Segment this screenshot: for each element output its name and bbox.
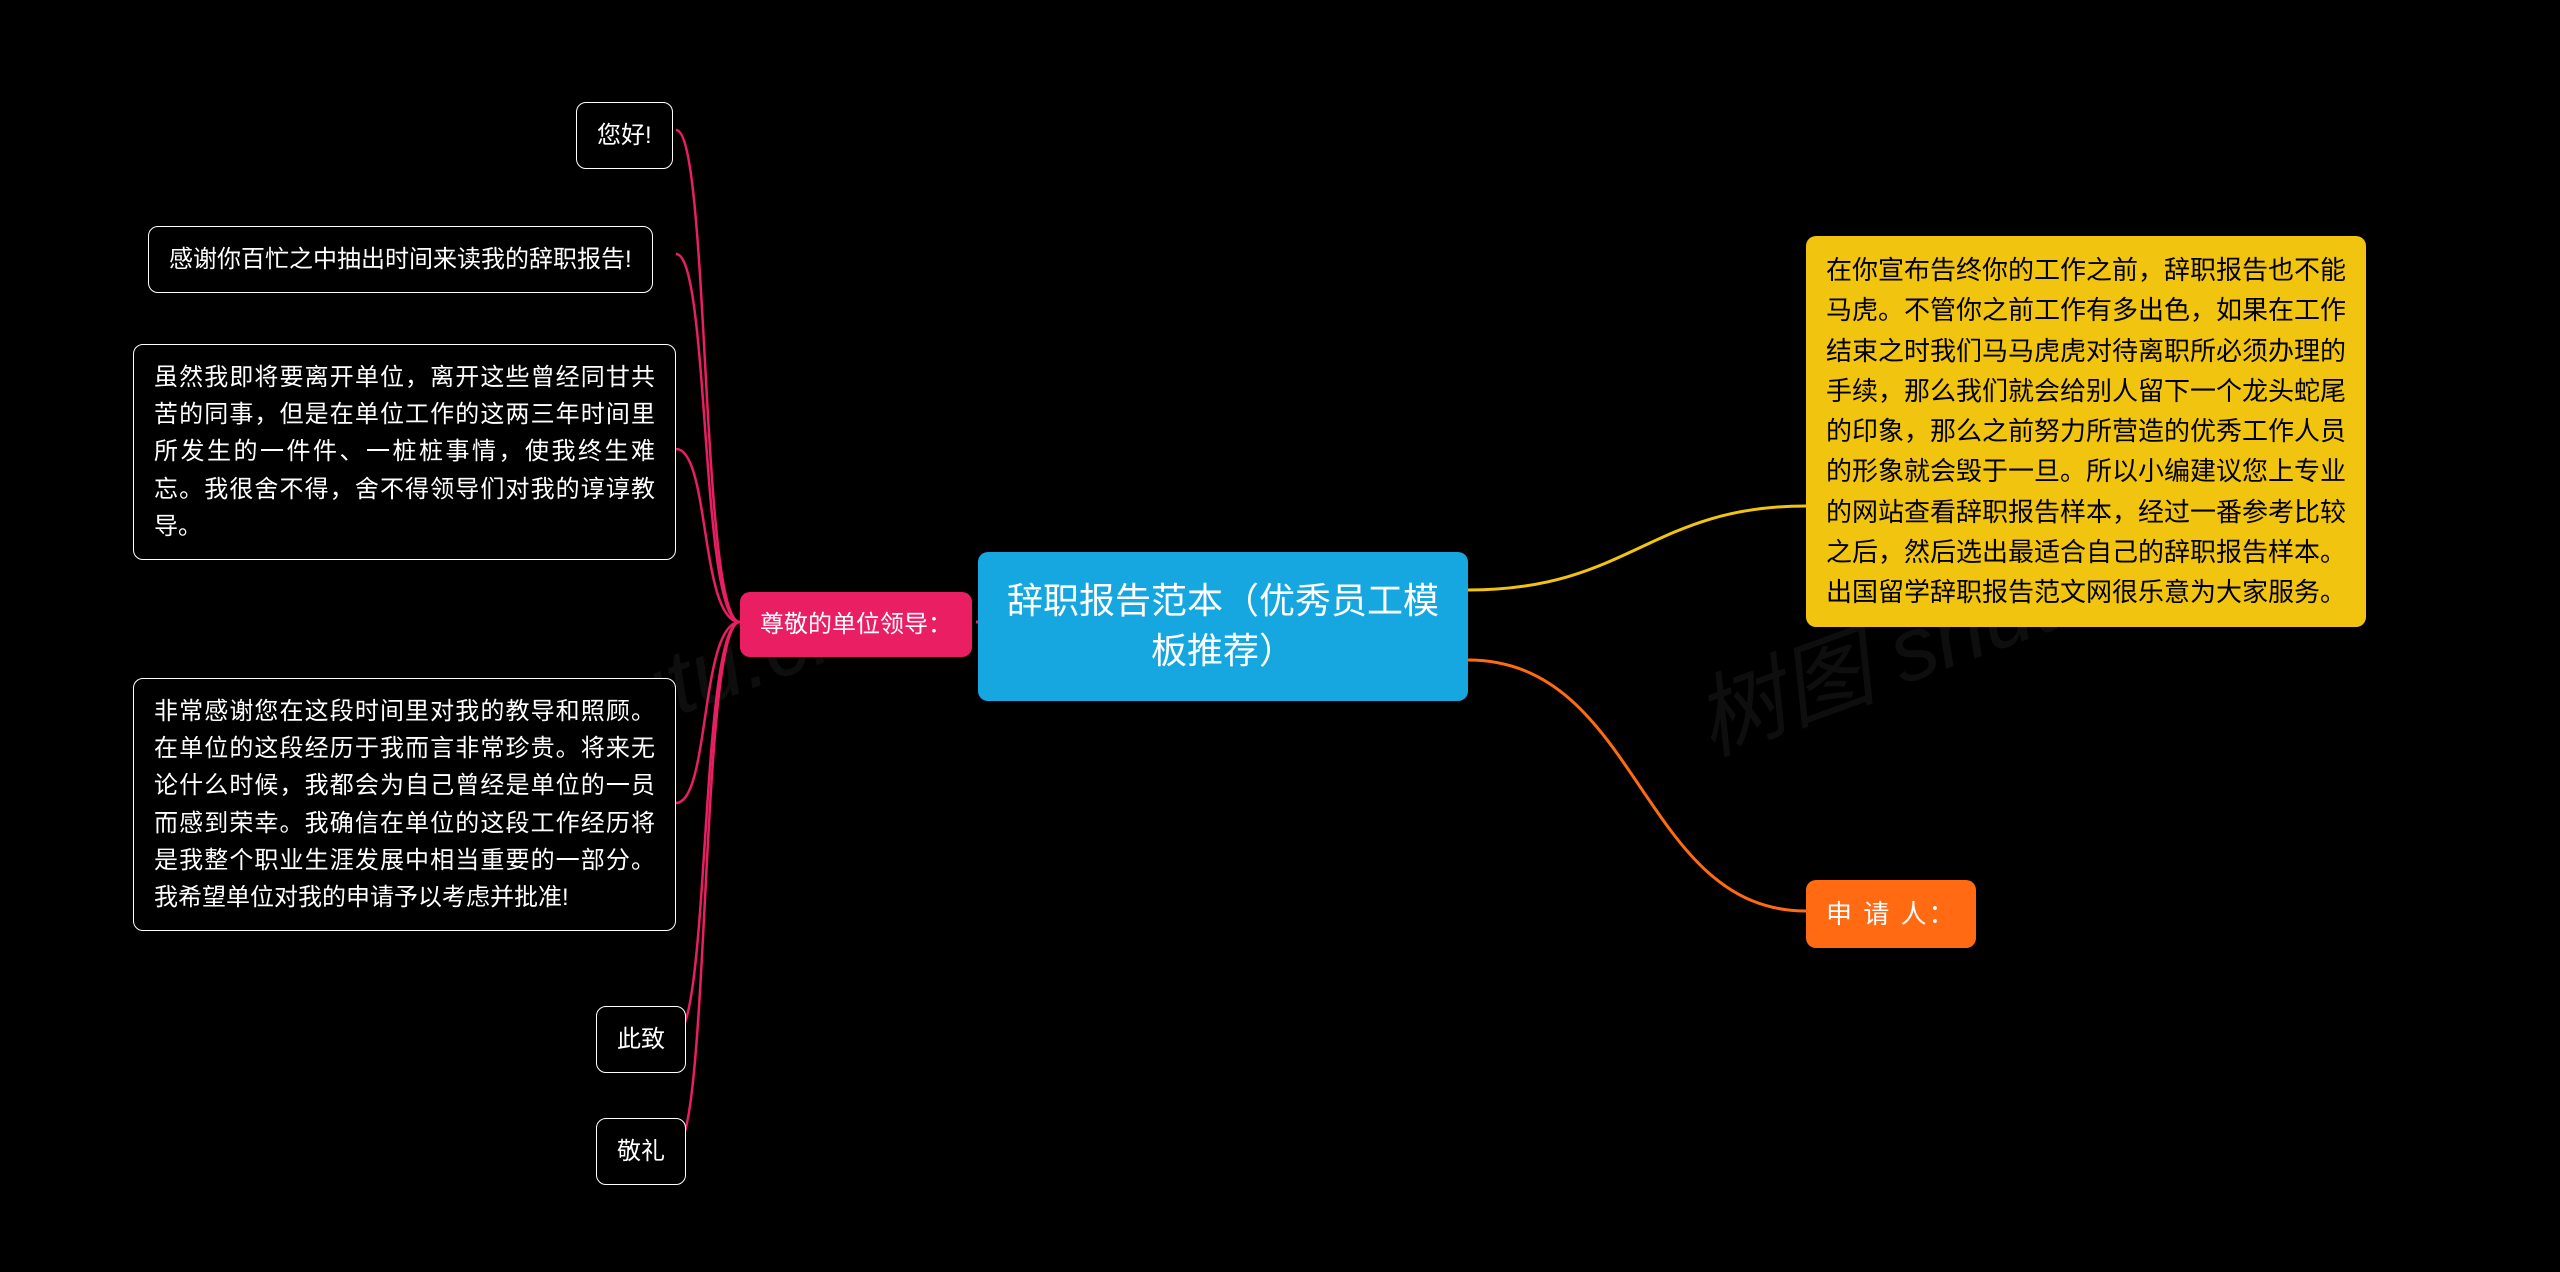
- leaf-para2[interactable]: 非常感谢您在这段时间里对我的教导和照顾。在单位的这段经历于我而言非常珍贵。将来无…: [133, 678, 676, 931]
- center-node[interactable]: 辞职报告范本（优秀员工模板推荐）: [978, 552, 1468, 701]
- edge-leader-c3: [676, 622, 740, 803]
- leader-node[interactable]: 尊敬的单位领导：: [740, 592, 972, 657]
- edge-leader-c1: [676, 254, 740, 622]
- edge-leader-c5: [676, 622, 740, 1146]
- edge-center-applicant: [1468, 660, 1806, 911]
- edge-center-intro: [1468, 506, 1806, 590]
- edge-leader-c2: [676, 449, 740, 622]
- leaf-para1[interactable]: 虽然我即将要离开单位，离开这些曾经同甘共苦的同事，但是在单位工作的这两三年时间里…: [133, 344, 676, 560]
- intro-node[interactable]: 在你宣布告终你的工作之前，辞职报告也不能马虎。不管你之前工作有多出色，如果在工作…: [1806, 236, 2366, 627]
- edge-leader-c0: [676, 130, 740, 622]
- leaf-hello[interactable]: 您好!: [576, 102, 673, 169]
- applicant-node[interactable]: 申 请 人：: [1806, 880, 1976, 948]
- edge-leader-c4: [676, 622, 740, 1034]
- leaf-jingli[interactable]: 敬礼: [596, 1118, 686, 1185]
- leaf-thanks[interactable]: 感谢你百忙之中抽出时间来读我的辞职报告!: [148, 226, 653, 293]
- leaf-cizhi[interactable]: 此致: [596, 1006, 686, 1073]
